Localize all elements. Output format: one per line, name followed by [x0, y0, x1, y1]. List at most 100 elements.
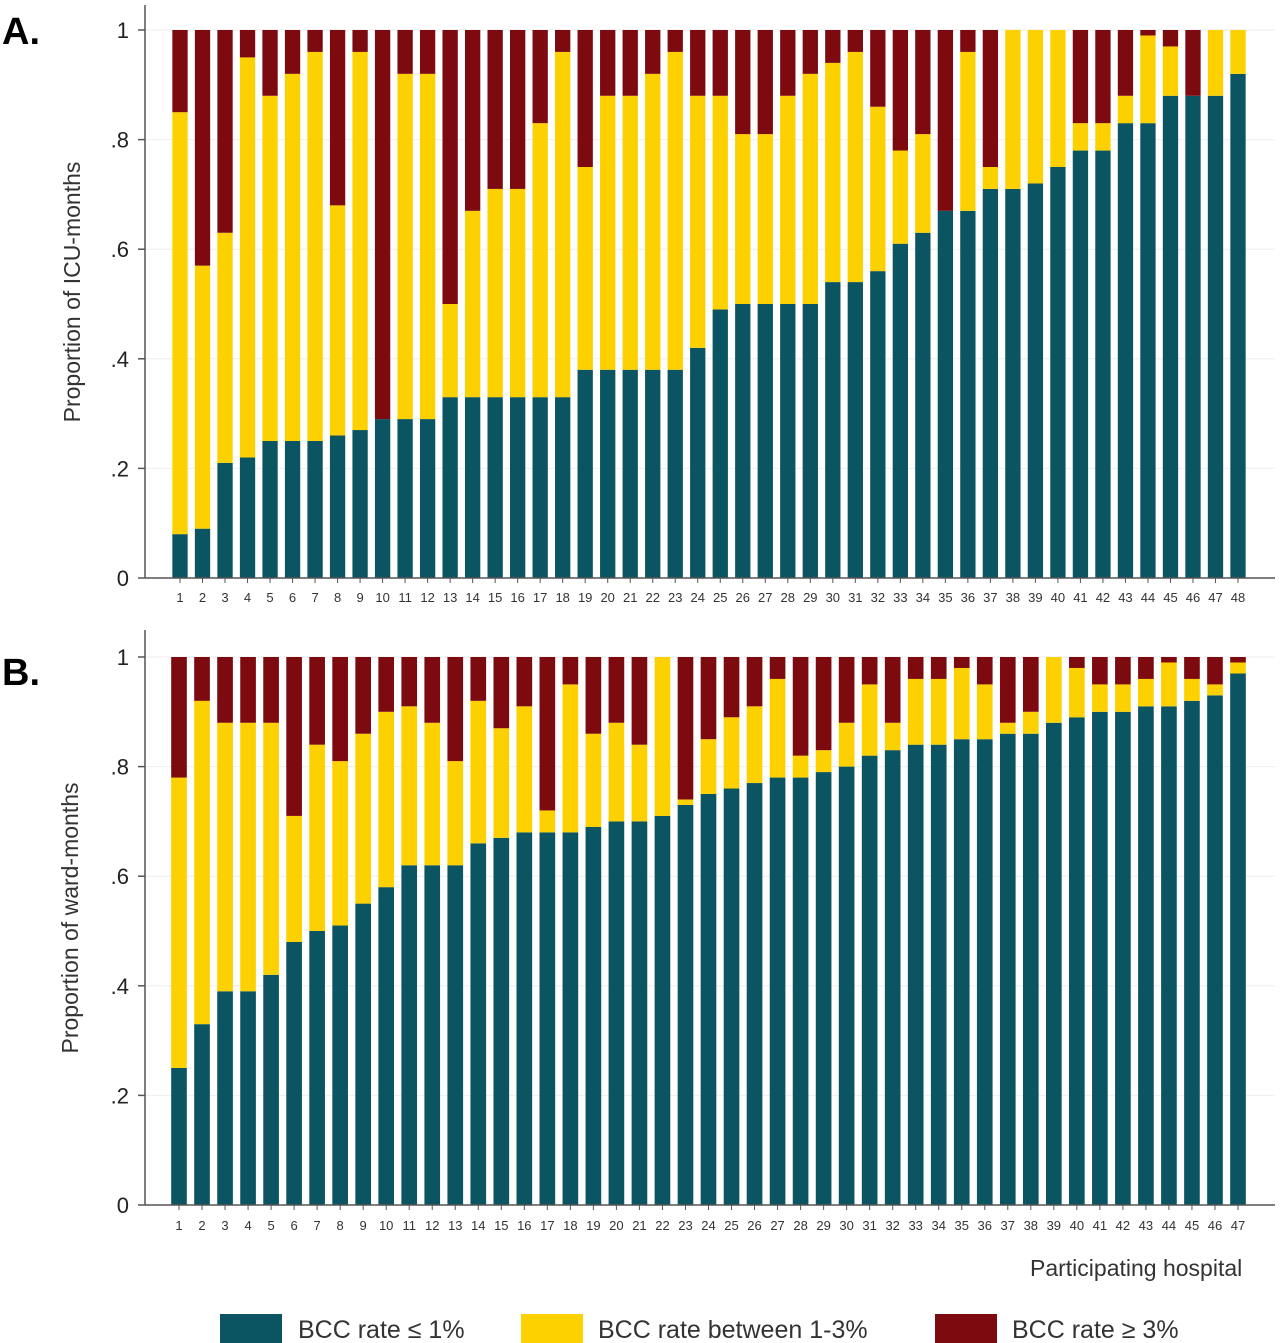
bar-segment-mid — [1207, 684, 1223, 696]
bar-segment-low — [645, 369, 661, 578]
x-tick-label: 24 — [691, 590, 705, 605]
x-tick-label: 4 — [244, 1218, 251, 1233]
bar-segment-mid — [352, 51, 368, 431]
bar-segment-high — [217, 30, 233, 233]
bar-segment-low — [1115, 711, 1131, 1205]
x-tick-label: 31 — [848, 590, 862, 605]
bar-segment-mid — [870, 106, 886, 272]
bar-segment-mid — [510, 188, 526, 398]
bar-segment-high — [622, 30, 638, 96]
bar-segment-mid — [172, 112, 188, 535]
bar-segment-mid — [217, 722, 233, 992]
x-tick-label: 30 — [839, 1218, 853, 1233]
bar-segment-high — [1095, 30, 1111, 124]
bar-segment-high — [424, 657, 441, 723]
bar-segment-mid — [329, 205, 346, 436]
bar-segment-mid — [217, 232, 233, 463]
bar-segment-mid — [307, 51, 323, 442]
bar-segment-mid — [562, 684, 579, 833]
bar-segment-low — [532, 397, 548, 578]
x-tick-label: 44 — [1162, 1218, 1176, 1233]
bar-segment-high — [690, 30, 706, 96]
bar-segment-mid — [419, 73, 436, 420]
bar-segment-mid — [1072, 123, 1089, 151]
x-tick-label: 4 — [244, 590, 251, 605]
x-tick-label: 44 — [1141, 590, 1155, 605]
x-tick-label: 7 — [311, 590, 318, 605]
x-tick-label: 40 — [1051, 590, 1065, 605]
bar-segment-low — [1022, 733, 1039, 1205]
bar-segment-high — [712, 30, 728, 96]
legend-label-high: BCC rate ≥ 3% — [1012, 1316, 1179, 1343]
bar-segment-mid — [700, 739, 717, 794]
bar-segment-high — [1115, 657, 1131, 685]
bar-segment-mid — [802, 73, 818, 304]
bar-segment-high — [286, 657, 302, 816]
bar-segment-high — [172, 30, 188, 113]
bar-segment-mid — [825, 62, 841, 283]
bar-segment-high — [194, 657, 210, 701]
x-tick-label: 23 — [668, 590, 682, 605]
x-tick-label: 13 — [443, 590, 457, 605]
y-tick-label: .6 — [111, 237, 129, 262]
bar-segment-low — [1138, 706, 1154, 1205]
bar-segment-low — [712, 309, 728, 578]
x-tick-label: 35 — [955, 1218, 969, 1233]
bar-segment-low — [757, 304, 773, 578]
bar-segment-low — [937, 210, 954, 578]
bar-segment-low — [240, 991, 256, 1205]
x-tick-label: 43 — [1139, 1218, 1153, 1233]
bar-segment-low — [792, 777, 809, 1205]
bar-segment-high — [723, 657, 740, 718]
bar-segment-high — [442, 30, 458, 304]
bar-segment-high — [510, 30, 526, 189]
x-tick-label: 34 — [931, 1218, 945, 1233]
bar-segment-mid — [690, 95, 706, 348]
bar-segment-high — [937, 30, 954, 211]
bar-segment-mid — [861, 684, 878, 756]
bar-segment-low — [802, 304, 818, 578]
bar-segment-high — [838, 657, 855, 723]
bar-segment-low — [861, 755, 878, 1205]
x-tick-label: 32 — [871, 590, 885, 605]
x-tick-label: 12 — [420, 590, 434, 605]
bar-segment-high — [769, 657, 786, 679]
bar-segment-low — [1005, 188, 1021, 579]
bar-segment-low — [307, 441, 323, 578]
bar-segment-low — [600, 369, 616, 578]
bar-segment-low — [1092, 711, 1108, 1205]
x-tick-label: 8 — [334, 590, 341, 605]
x-tick-label: 10 — [379, 1218, 393, 1233]
bar-segment-high — [1138, 657, 1154, 679]
x-tick-label: 1 — [176, 590, 183, 605]
bar-segment-high — [700, 657, 717, 740]
x-tick-label: 24 — [701, 1218, 715, 1233]
x-tick-label: 26 — [736, 590, 750, 605]
bar-segment-high — [1072, 30, 1089, 124]
x-tick-label: 22 — [645, 590, 659, 605]
bar-segment-low — [1162, 95, 1179, 578]
x-tick-label: 48 — [1231, 590, 1245, 605]
bar-segment-high — [516, 657, 533, 707]
bar-segment-mid — [907, 678, 924, 745]
bar-segment-mid — [532, 123, 548, 398]
panel-label-a: A. — [2, 11, 40, 53]
bar-segment-mid — [723, 717, 740, 789]
bar-segment-low — [577, 369, 593, 578]
bar-segment-low — [217, 462, 233, 578]
x-tick-label: 25 — [724, 1218, 738, 1233]
x-tick-label: 20 — [609, 1218, 623, 1233]
bar-segment-low — [1230, 673, 1246, 1205]
x-tick-label: 5 — [266, 590, 273, 605]
bar-segment-mid — [1092, 684, 1108, 712]
bar-segment-low — [217, 991, 233, 1205]
bar-segment-mid — [1184, 678, 1200, 701]
x-tick-label: 20 — [600, 590, 614, 605]
bar-segment-low — [286, 941, 302, 1205]
x-tick-label: 27 — [758, 590, 772, 605]
x-tick-label: 28 — [793, 1218, 807, 1233]
bar-segment-high — [667, 30, 683, 52]
bar-segment-low — [870, 271, 886, 578]
bar-segment-mid — [960, 51, 976, 211]
x-tick-label: 45 — [1163, 590, 1177, 605]
